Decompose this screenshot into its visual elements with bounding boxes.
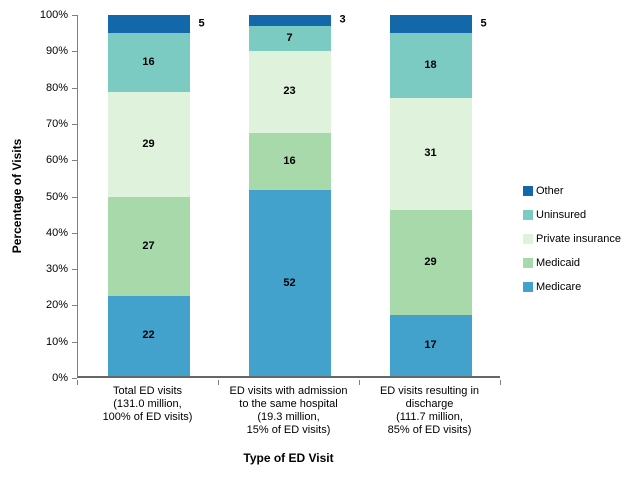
y-tick-label: 10% [45,335,68,348]
y-tick-mark [72,232,77,234]
legend-label: Medicare [536,280,582,293]
legend-swatch-icon [523,185,533,196]
category-label-line: 15% of ED visits) [246,424,331,436]
y-tick-mark [72,87,77,89]
y-tick-mark [72,305,77,307]
bar-value-label: 17 [424,338,437,351]
bar-value-label: 31 [424,147,437,160]
y-tick-label: 0% [52,372,68,384]
legend-item-uninsured: Uninsured [523,208,621,221]
bar-segment-medicaid: 29 [389,209,472,315]
stacked-bar: 52 16 23 7 3 [248,14,346,376]
x-tick-mark [77,380,78,385]
bar-segment-medicare: 52 [248,190,331,376]
bar-value-label: 16 [283,155,296,168]
bar-value-label: 29 [424,255,437,268]
category-label-line: discharge [405,398,454,410]
y-tick-mark [72,196,77,198]
category-label-line: ED visits resulting in [379,385,480,397]
x-tick-mark [218,380,219,385]
y-axis-tick-labels: 0% 10% 20% 30% 40% 50% 60% 70% 80% 90% 100% [0,9,68,384]
y-tick-label: 90% [45,45,68,58]
bar-segment-medicare: 17 [389,314,472,376]
y-tick-label: 30% [45,263,68,276]
bar-value-label: 5 [480,17,487,30]
plot-area: 22 27 29 16 5 52 16 23 7 3 17 29 31 18 5 [77,14,500,378]
bar-segment-uninsured: 18 [389,33,472,99]
bar-segment-private-insurance: 31 [389,98,472,210]
bar-segment-private-insurance: 23 [248,50,331,133]
y-tick-mark [72,378,77,379]
x-axis-title: Type of ED Visit [243,451,334,465]
stacked-bar: 17 29 31 18 5 [389,15,487,376]
legend-label: Medicaid [536,256,581,269]
legend-item-medicare: Medicare [523,280,621,293]
legend-swatch-icon [523,209,533,220]
bar-segment-other: 3 [248,14,346,26]
y-tick-label: 50% [45,190,68,203]
y-tick-label: 80% [45,81,68,94]
y-tick-mark [72,15,77,16]
category-label: ED visits with admission to the same hosp… [218,385,359,437]
bar-segment-uninsured: 7 [248,25,331,51]
bar-segment-medicare: 22 [107,295,190,376]
category-label-line: 100% of ED visits) [102,411,193,423]
y-tick-mark [72,341,77,343]
category-label: ED visits resulting in discharge (111.7 mi… [359,385,500,437]
y-tick-mark [72,160,77,162]
bar-value-label: 16 [142,55,155,68]
stacked-bar: 22 27 29 16 5 [107,15,205,376]
bar-value-label: 27 [142,240,155,253]
bar-segment-medicaid: 16 [248,132,331,191]
y-tick-mark [72,269,77,271]
legend-swatch-icon [523,233,533,244]
legend-label: Private insurance [536,232,621,245]
y-tick-mark [72,51,77,53]
y-tick-label: 20% [45,299,68,312]
y-tick-mark [72,123,77,125]
x-tick-mark [359,380,360,385]
bar-value-label: 7 [286,31,293,44]
legend-label: Uninsured [536,208,587,221]
category-label-line: (19.3 million, [257,411,320,423]
category-label-line: (111.7 million, [396,411,463,423]
y-tick-label: 40% [45,226,68,239]
category-label-line: Total ED visits [112,385,183,397]
y-tick-label: 60% [45,154,68,167]
legend-swatch-icon [523,257,533,268]
x-tick-mark [500,380,501,385]
bar-segment-uninsured: 16 [107,33,190,92]
category-label: Total ED visits (131.0 million, 100% of ED… [77,385,218,424]
legend: Other Uninsured Private insurance Medicaid M… [523,185,621,305]
category-label-line: (131.0 million, [113,398,182,410]
bar-value-label: 18 [424,59,437,72]
legend-item-other: Other [523,184,621,197]
y-tick-label: 70% [45,117,68,130]
legend-item-private-insurance: Private insurance [523,232,621,245]
legend-label: Other [536,184,564,197]
category-label-line: ED visits with admission [229,385,348,397]
bar-value-label: 23 [283,85,296,98]
bar-segment-other: 5 [107,15,205,34]
category-label-line: 85% of ED visits) [387,424,472,436]
bar-value-label: 3 [339,13,346,26]
y-tick-label: 100% [39,9,68,21]
bar-value-label: 22 [142,329,155,342]
legend-item-medicaid: Medicaid [523,256,621,269]
legend-swatch-icon [523,281,533,292]
bar-value-label: 29 [142,137,155,150]
bar-segment-medicaid: 27 [107,197,190,296]
bar-value-label: 5 [198,17,205,30]
bar-value-label: 52 [283,276,296,289]
bar-segment-private-insurance: 29 [107,91,190,198]
bar-segment-other: 5 [389,15,487,34]
category-label-line: to the same hospital [239,398,338,410]
